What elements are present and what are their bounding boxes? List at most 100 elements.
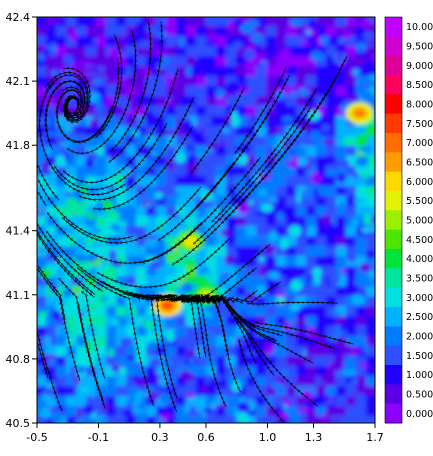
streamlines <box>37 19 354 423</box>
heat-cell <box>366 86 375 98</box>
heat-cell <box>366 316 375 328</box>
heat-speck <box>76 409 82 419</box>
heat-cell <box>316 396 328 408</box>
heat-speck <box>334 418 340 423</box>
heat-cell <box>346 176 358 188</box>
heat-speck <box>297 408 312 414</box>
heat-cell <box>366 376 375 388</box>
heat-speck <box>96 279 104 288</box>
heat-cell <box>346 306 358 318</box>
heat-speck <box>143 110 155 122</box>
heat-speck <box>236 412 249 423</box>
heat-speck <box>143 66 152 78</box>
heat-speck <box>92 38 98 44</box>
heat-cell <box>86 416 98 423</box>
heat-speck <box>134 391 149 398</box>
heat-speck <box>368 222 375 233</box>
heat-cell <box>356 246 368 258</box>
heat-cell <box>326 236 338 248</box>
heat-speck <box>288 225 302 237</box>
colorbar-swatch <box>385 210 402 231</box>
heat-speck <box>356 41 367 53</box>
heat-cell <box>306 416 318 423</box>
heat-cell <box>56 46 68 58</box>
colorbar-swatch <box>385 36 402 57</box>
heat-speck <box>96 202 104 213</box>
colorbar-swatch <box>385 287 402 308</box>
heat-speck <box>122 409 134 417</box>
heat-cell <box>96 17 108 28</box>
colorbar-label: 6.500 <box>406 158 433 169</box>
heat-speck <box>40 170 54 176</box>
heat-speck <box>357 286 366 293</box>
heat-speck <box>334 151 346 160</box>
heat-speck <box>345 382 356 391</box>
heat-speck <box>327 163 341 171</box>
heat-cell <box>146 406 158 418</box>
x-tick-label: -0.5 <box>26 431 47 444</box>
colorbar-label: 0.500 <box>406 390 433 401</box>
heat-cell <box>366 256 375 268</box>
heat-speck <box>314 275 321 285</box>
heat-speck <box>297 156 308 167</box>
heat-speck <box>124 262 133 273</box>
heat-cell <box>276 256 288 268</box>
heat-cell <box>316 356 328 368</box>
heat-cell <box>156 17 168 28</box>
heat-speck <box>302 226 310 232</box>
heat-speck <box>244 49 255 61</box>
heat-speck <box>305 163 312 171</box>
heat-cell <box>286 246 298 258</box>
colorbar-swatch <box>385 55 402 76</box>
heat-cell <box>356 406 368 418</box>
heat-cell <box>296 246 308 258</box>
heat-speck <box>311 171 323 184</box>
heat-cell <box>336 226 348 238</box>
heat-cell <box>266 36 278 48</box>
heat-speck <box>101 295 108 302</box>
heat-speck <box>331 348 341 355</box>
heat-speck <box>63 236 70 248</box>
heat-speck <box>220 138 226 147</box>
heat-speck <box>118 366 127 377</box>
heat-speck <box>352 69 361 76</box>
heat-cell <box>206 46 218 58</box>
heat-cell <box>216 66 228 78</box>
colorbar-label: 8.000 <box>406 100 433 111</box>
heat-cell <box>256 17 268 28</box>
heat-speck <box>275 46 281 56</box>
heat-speck <box>126 354 136 361</box>
heat-speck <box>160 413 172 421</box>
heat-speck <box>84 157 95 169</box>
x-tick-label: 1.3 <box>305 431 323 444</box>
heat-speck <box>352 217 358 229</box>
heat-cell <box>286 36 298 48</box>
heat-cell <box>226 416 238 423</box>
heat-speck <box>53 17 60 22</box>
heat-speck <box>321 123 331 133</box>
colorbar-swatch <box>385 75 402 95</box>
heat-cell <box>336 376 348 388</box>
heat-cell <box>206 26 218 38</box>
heat-speck <box>342 29 351 40</box>
heat-cell <box>326 17 338 28</box>
heat-speck <box>354 198 367 204</box>
heat-speck <box>301 390 314 401</box>
heat-cell <box>46 17 58 28</box>
x-tick-label: 1.7 <box>366 431 384 444</box>
heat-speck <box>150 149 157 158</box>
heat-speck <box>326 416 333 423</box>
heat-speck <box>306 297 316 306</box>
heat-speck <box>296 194 301 204</box>
heat-cell <box>356 326 368 338</box>
heat-speck <box>65 365 71 376</box>
heat-speck <box>336 172 347 184</box>
heat-speck <box>352 358 362 365</box>
heat-speck <box>159 392 171 405</box>
heat-speck <box>263 17 272 22</box>
heat-speck <box>221 273 232 279</box>
heat-speck <box>94 228 102 233</box>
heat-cell <box>166 26 178 38</box>
heat-cell <box>336 246 348 258</box>
heat-speck <box>197 115 212 126</box>
